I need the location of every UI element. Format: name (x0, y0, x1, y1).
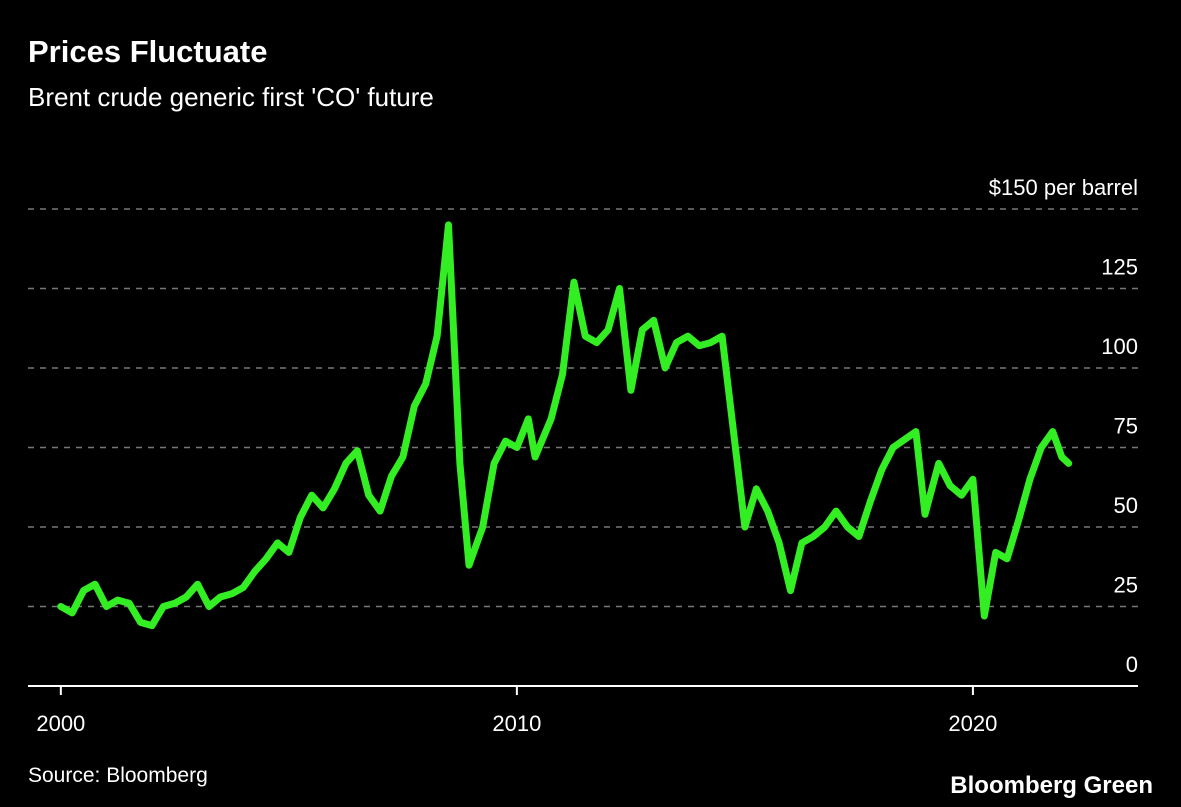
x-tick-label: 2010 (492, 711, 541, 736)
y-tick-label: 75 (1114, 414, 1138, 439)
source: Source: Bloomberg (28, 764, 208, 787)
x-tick-label: 2000 (36, 711, 85, 736)
chart-subtitle: Brent crude generic first 'CO' future (28, 82, 434, 112)
chart-title: Prices Fluctuate (28, 34, 267, 69)
y-tick-label: 125 (1101, 255, 1138, 280)
y-tick-label: 100 (1101, 334, 1138, 359)
y-tick-label: 0 (1126, 652, 1138, 677)
brand: Bloomberg Green (950, 772, 1153, 799)
y-tick-label: 25 (1114, 573, 1138, 598)
y-tick-label: $150 per barrel (989, 175, 1138, 200)
x-tick-label: 2020 (948, 711, 997, 736)
price-line (57, 221, 1073, 630)
y-tick-label: 50 (1114, 493, 1138, 518)
